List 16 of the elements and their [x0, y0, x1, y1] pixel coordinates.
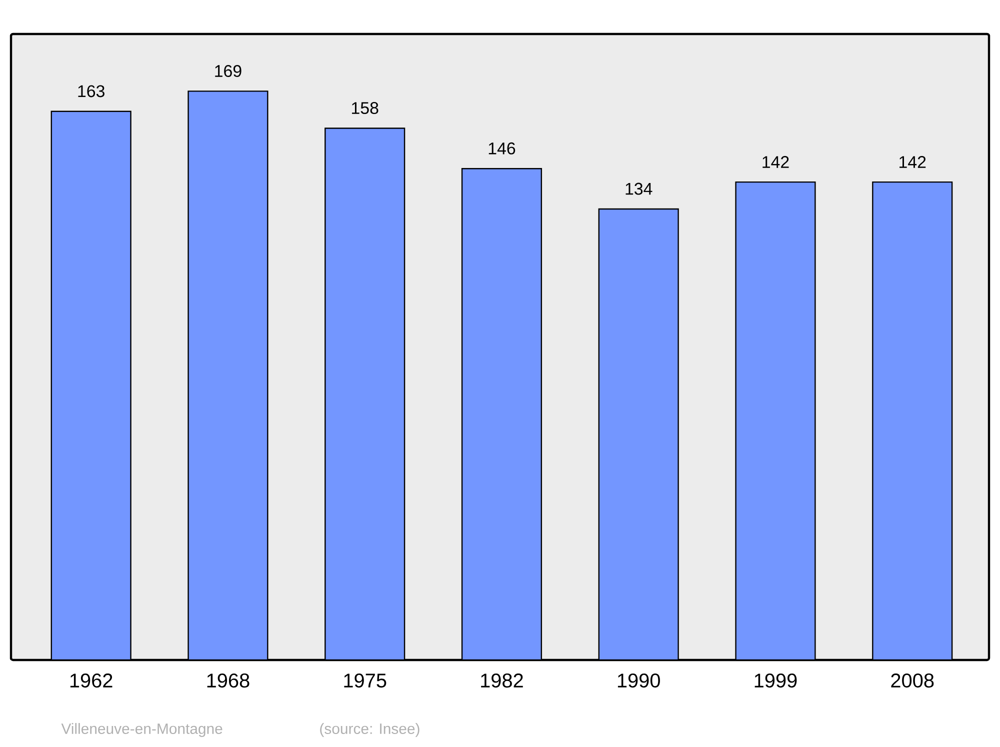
data-label: 158 — [352, 102, 378, 114]
x-tick-label: 1968 — [207, 674, 250, 688]
x-tick-label: 1982 — [481, 674, 523, 688]
data-label: 142 — [762, 156, 789, 168]
x-tick-label: 1999 — [754, 674, 797, 688]
x-tick-label: 1962 — [70, 674, 112, 688]
x-tick-label: 2008 — [891, 674, 934, 688]
text: (source: Insee) — [320, 723, 420, 737]
data-label: 142 — [900, 156, 926, 168]
data-label: 163 — [78, 85, 104, 98]
data-label: 134 — [626, 182, 652, 195]
data-label: 146 — [488, 142, 516, 154]
data-label: 169 — [215, 65, 242, 78]
x-tick-label: 1975 — [344, 674, 386, 688]
x-tick-label: 1990 — [618, 674, 660, 688]
text: Villeneuve-en-Montagne — [61, 723, 222, 737]
